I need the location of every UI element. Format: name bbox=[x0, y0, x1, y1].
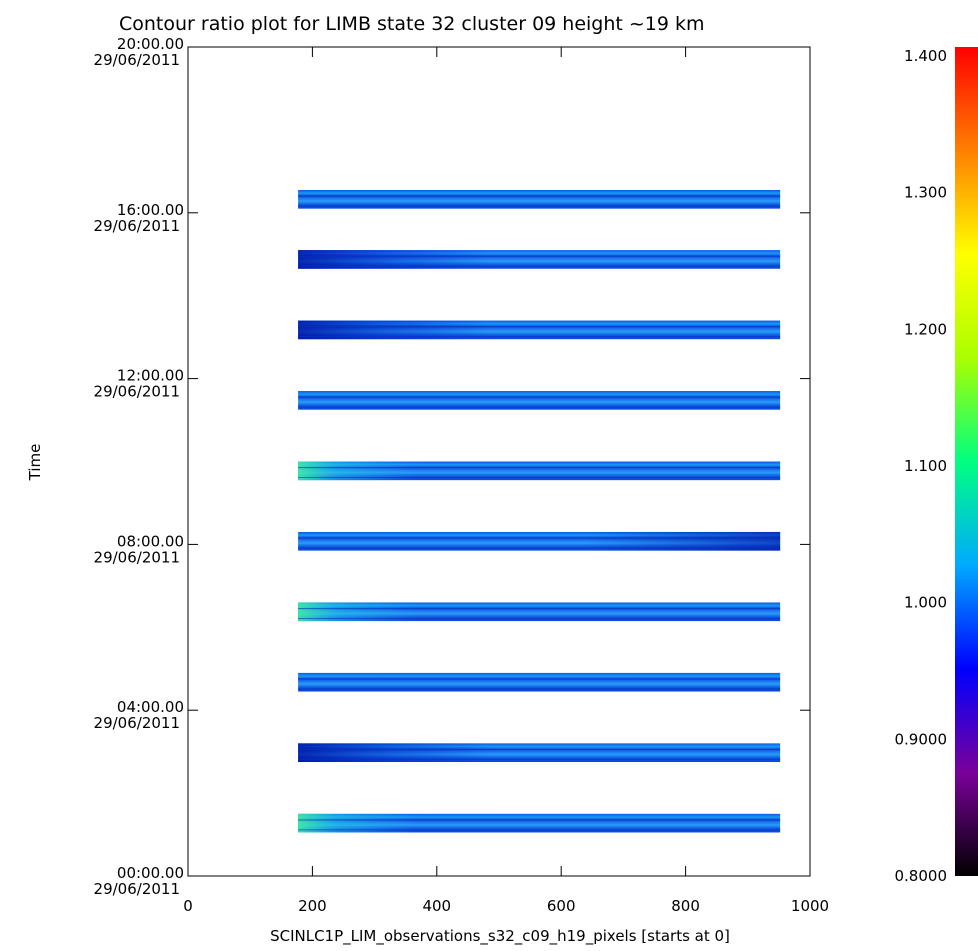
observation-band bbox=[298, 743, 781, 763]
y-tick-time-label: 00:00.00 bbox=[117, 864, 184, 882]
band-highlight bbox=[298, 250, 781, 269]
y-axis-label: Time bbox=[26, 444, 44, 482]
x-tick-label: 400 bbox=[422, 897, 451, 915]
y-tick-time-label: 04:00.00 bbox=[117, 698, 184, 716]
colorbar-ticks: 0.8000 0.9000 1.000 1.100 1.200 1.300 1.400 bbox=[895, 47, 948, 885]
y-tick-time-label: 08:00.00 bbox=[117, 532, 184, 550]
x-tick-label: 1000 bbox=[791, 897, 829, 915]
colorbar-tick-label: 0.8000 bbox=[895, 867, 948, 885]
x-tick-label: 800 bbox=[671, 897, 700, 915]
band-highlight bbox=[298, 672, 781, 692]
y-tick-date-label: 29/06/2011 bbox=[94, 714, 180, 732]
band-highlight bbox=[298, 320, 781, 340]
y-tick-date-label: 29/06/2011 bbox=[94, 548, 180, 566]
colorbar-tick-label: 1.000 bbox=[904, 594, 947, 612]
x-tick-label: 200 bbox=[298, 897, 327, 915]
y-axis-ticks: 00:00.0029/06/201104:00.0029/06/201108:0… bbox=[94, 35, 810, 898]
observation-band bbox=[298, 250, 781, 269]
y-tick-date-label: 29/06/2011 bbox=[94, 383, 180, 401]
colorbar-tick-label: 0.9000 bbox=[895, 730, 948, 748]
x-tick-label: 0 bbox=[183, 897, 193, 915]
band-highlight bbox=[298, 391, 781, 410]
colorbar bbox=[955, 47, 978, 876]
y-tick-date-label: 29/06/2011 bbox=[94, 51, 180, 69]
band-highlight bbox=[298, 531, 781, 551]
band-highlight bbox=[298, 461, 781, 481]
plot-frame bbox=[187, 46, 811, 877]
colorbar-tick-label: 1.100 bbox=[904, 457, 947, 475]
observation-band bbox=[298, 320, 781, 340]
x-axis-label: SCINLC1P_LIM_observations_s32_c09_h19_pi… bbox=[270, 927, 730, 946]
y-tick-time-label: 20:00.00 bbox=[117, 35, 184, 53]
x-tick-label: 600 bbox=[547, 897, 576, 915]
observation-band bbox=[298, 531, 781, 551]
observation-bands bbox=[298, 190, 781, 833]
y-tick-time-label: 16:00.00 bbox=[117, 201, 184, 219]
band-highlight bbox=[298, 190, 781, 209]
y-tick-time-label: 12:00.00 bbox=[117, 367, 184, 385]
colorbar-tick-label: 1.200 bbox=[904, 320, 947, 338]
y-tick-date-label: 29/06/2011 bbox=[94, 217, 180, 235]
y-tick-date-label: 29/06/2011 bbox=[94, 880, 180, 898]
observation-band bbox=[298, 672, 781, 692]
band-highlight bbox=[298, 743, 781, 763]
band-highlight bbox=[298, 813, 781, 833]
observation-band bbox=[298, 391, 781, 410]
x-axis-ticks: 0 200 400 600 800 1000 bbox=[183, 47, 829, 915]
colorbar-tick-label: 1.400 bbox=[904, 47, 947, 65]
colorbar-tick-label: 1.300 bbox=[904, 184, 947, 202]
observation-band bbox=[298, 813, 781, 833]
chart-title: Contour ratio plot for LIMB state 32 clu… bbox=[119, 13, 705, 35]
band-highlight bbox=[298, 602, 781, 622]
observation-band bbox=[298, 461, 781, 481]
observation-band bbox=[298, 190, 781, 209]
observation-band bbox=[298, 602, 781, 622]
